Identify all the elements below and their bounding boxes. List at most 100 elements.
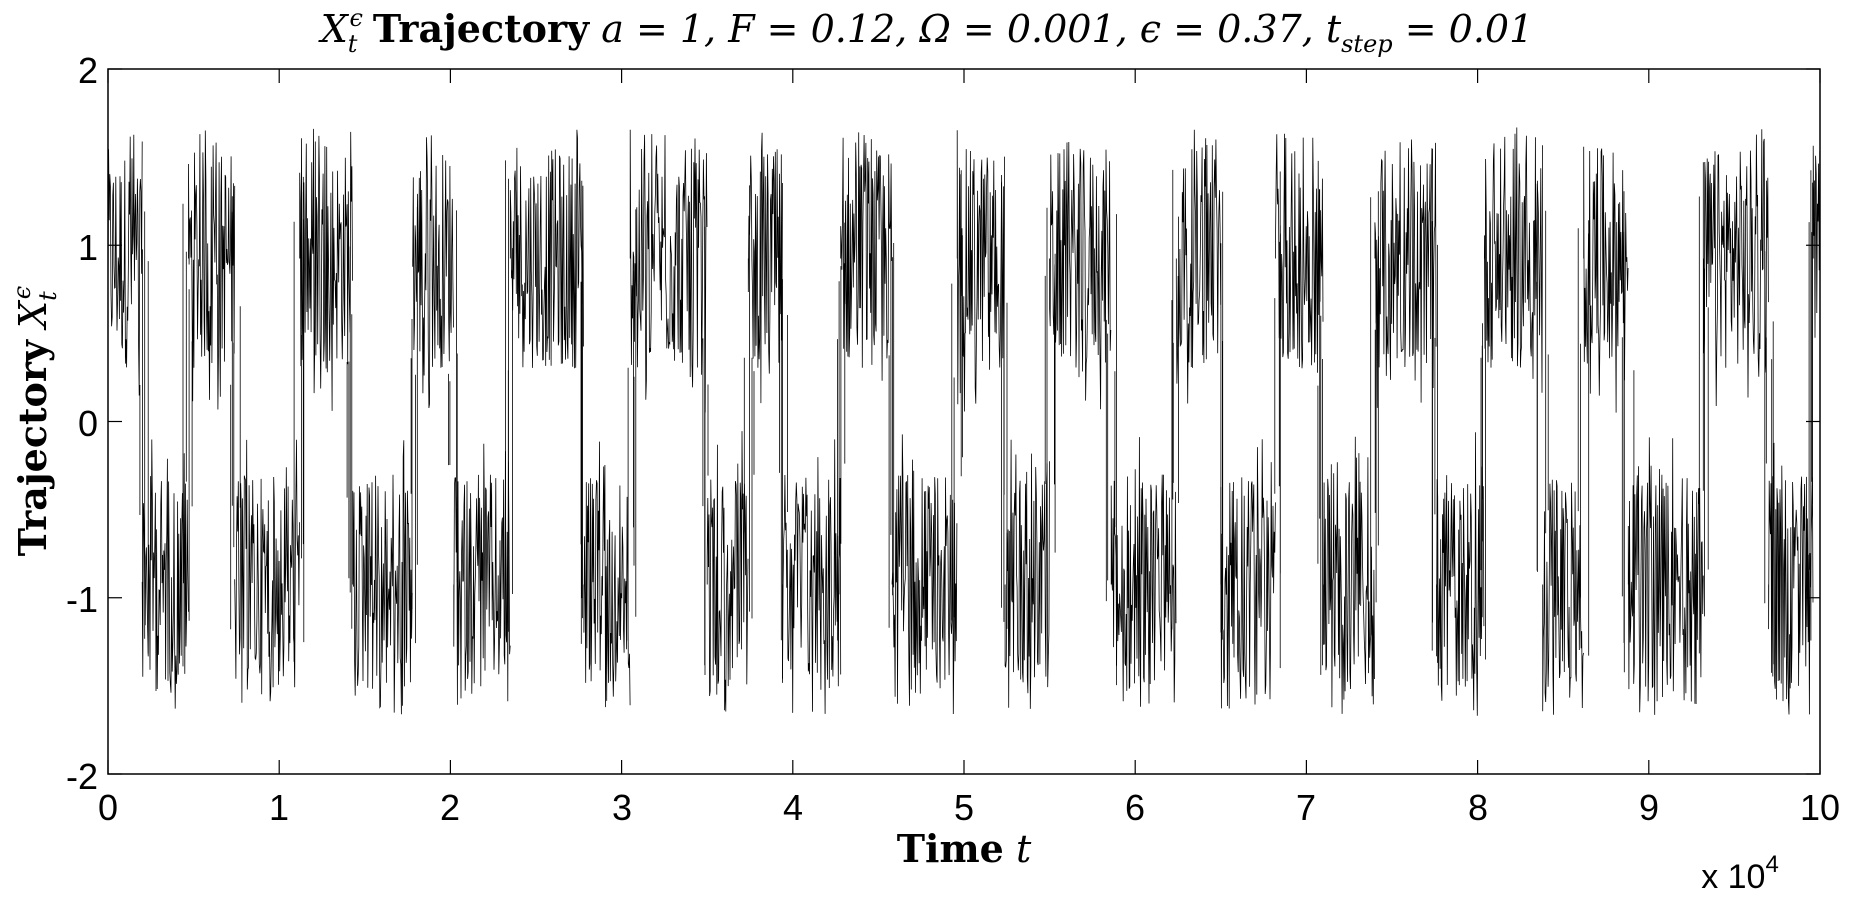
trajectory-segment [1542, 479, 1584, 715]
trajectory-segment [1004, 439, 1050, 709]
trajectory-segment [1768, 442, 1814, 715]
transition-spike [837, 222, 846, 641]
title-params: a = 1, F = 0.12, Ω = 0.001, ϵ = 0.37, t [601, 7, 1342, 51]
trajectory-segment [1275, 133, 1324, 373]
trajectory-segment [453, 443, 511, 705]
xtick-label: 3 [612, 787, 632, 828]
transition-spike [182, 203, 193, 667]
title-symbol: X [318, 7, 350, 51]
x-tick-labels: 0 1 2 3 4 5 6 7 8 9 10 [98, 787, 1840, 828]
transition-spike [1698, 162, 1709, 654]
transition-spike [410, 207, 418, 644]
trajectory-series [107, 127, 1821, 716]
ytick-label: 2 [78, 50, 98, 91]
transition-spike [1044, 207, 1056, 553]
trajectory-segment [629, 129, 708, 413]
title-bold: Trajectory [373, 6, 590, 51]
title-symbol-sub: t [348, 30, 358, 58]
transition-spike [1220, 191, 1224, 640]
y-axis-label-sub: t [34, 291, 62, 301]
xtick-label: 10 [1800, 787, 1840, 828]
transition-spike [779, 212, 788, 679]
title-params-sub: step [1341, 30, 1393, 58]
ytick-label: 0 [78, 403, 98, 444]
ytick-label: -1 [66, 579, 98, 620]
trajectory-segment [747, 132, 783, 404]
x-axis-multiplier: x 104 [1701, 851, 1779, 896]
trajectory-segment [299, 128, 353, 411]
trajectory-segment [188, 130, 236, 410]
transition-spike [1317, 189, 1323, 675]
transition-spike [580, 180, 583, 644]
trajectory-segment [509, 129, 584, 369]
transition-spike [1577, 220, 1590, 656]
trajectory-segment [583, 441, 631, 708]
transition-spike [1001, 182, 1008, 629]
y-axis-label-bold: Trajectory [10, 339, 55, 556]
chart-title: Xtϵ Trajectory a = 1, F = 0.12, Ω = 0.001… [318, 4, 1534, 58]
x-axis-label-var: t [1016, 827, 1032, 871]
trajectory-segment [352, 440, 413, 715]
xtick-label: 1 [269, 787, 289, 828]
transition-spike [951, 170, 963, 621]
trajectory-segment [1175, 129, 1222, 404]
trajectory-segment [1436, 432, 1485, 716]
y-axis-label-sup: ϵ [8, 286, 36, 299]
y-tick-labels: 2 1 0 -1 -2 [66, 50, 98, 797]
transition-spike [448, 210, 458, 582]
transition-spike [1536, 180, 1549, 572]
y-axis-label: Trajectory Xtϵ [8, 286, 62, 556]
trajectory-segment [412, 135, 454, 409]
xtick-label: 9 [1639, 787, 1659, 828]
title-params-tail: = 0.01 [1393, 7, 1534, 51]
trajectory-segment [1812, 145, 1821, 338]
plot-frame [107, 68, 1821, 775]
trajectory-segment [141, 439, 189, 709]
transition-spike [293, 176, 305, 662]
transition-spike [230, 196, 241, 630]
trajectory-segment [107, 134, 143, 396]
xtick-label: 5 [954, 787, 974, 828]
transition-spike [1621, 191, 1635, 673]
trajectory-segment [1374, 139, 1437, 408]
x-axis-label-bold: Time [897, 826, 1004, 871]
transition-spike [627, 209, 637, 641]
trajectory-segment [1323, 436, 1375, 714]
transition-spike [702, 226, 709, 675]
transition-spike [1105, 214, 1117, 686]
transition-spike [1274, 171, 1281, 669]
trajectory-segment [1583, 146, 1629, 413]
trajectory-segment [782, 439, 842, 714]
xtick-label: 4 [783, 787, 803, 828]
ytick-label: -2 [66, 756, 98, 797]
xtick-label: 8 [1468, 787, 1488, 828]
ytick-label: 1 [78, 227, 98, 268]
trajectory-segment [840, 132, 893, 381]
y-axis-label-symbol: X [11, 299, 55, 331]
trajectory-segment [1110, 437, 1177, 707]
transition-spike [1764, 251, 1774, 665]
x-axis-label: Time t [897, 826, 1032, 871]
title-symbol-sup: ϵ [349, 4, 362, 32]
transition-spike [346, 246, 353, 629]
x-multiplier-base: x 10 [1701, 858, 1765, 896]
transition-spike [139, 211, 149, 654]
trajectory-segment [706, 431, 749, 712]
trajectory-segment [1627, 437, 1704, 715]
xtick-label: 6 [1125, 787, 1145, 828]
transition-spike [1431, 221, 1438, 663]
axis-ticks [107, 68, 1821, 775]
trajectory-segment [956, 130, 1005, 412]
xtick-label: 7 [1296, 787, 1316, 828]
x-multiplier-exp: 4 [1765, 851, 1778, 878]
transition-spike [743, 185, 755, 619]
xtick-label: 2 [440, 787, 460, 828]
transition-spike [1370, 191, 1379, 636]
trajectory-segment [1220, 439, 1276, 709]
trajectory-segment [1049, 141, 1112, 410]
trajectory-segment [1484, 127, 1543, 393]
transition-spike [505, 160, 513, 632]
trajectory-segment [234, 439, 300, 703]
transition-spike [1171, 169, 1179, 630]
